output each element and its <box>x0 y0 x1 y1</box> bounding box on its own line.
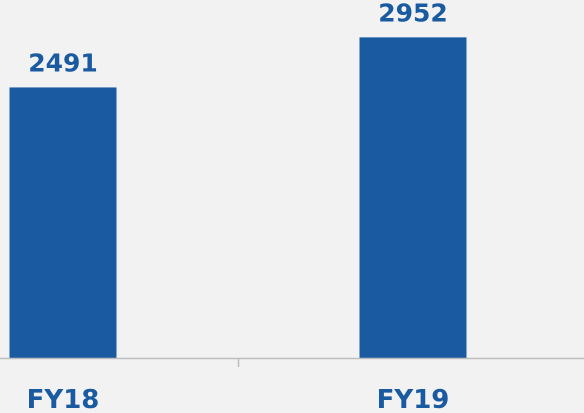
x-tick-label-fy19: FY19 <box>377 385 450 413</box>
x-axis <box>0 357 584 367</box>
bars-group: 2491 2952 <box>9 0 467 359</box>
bar-fy18 <box>9 87 117 358</box>
x-tick-label-fy18: FY18 <box>27 385 100 413</box>
data-label-fy19: 2952 <box>378 0 448 27</box>
data-label-fy18: 2491 <box>28 48 98 77</box>
bar-fy19 <box>359 37 467 359</box>
